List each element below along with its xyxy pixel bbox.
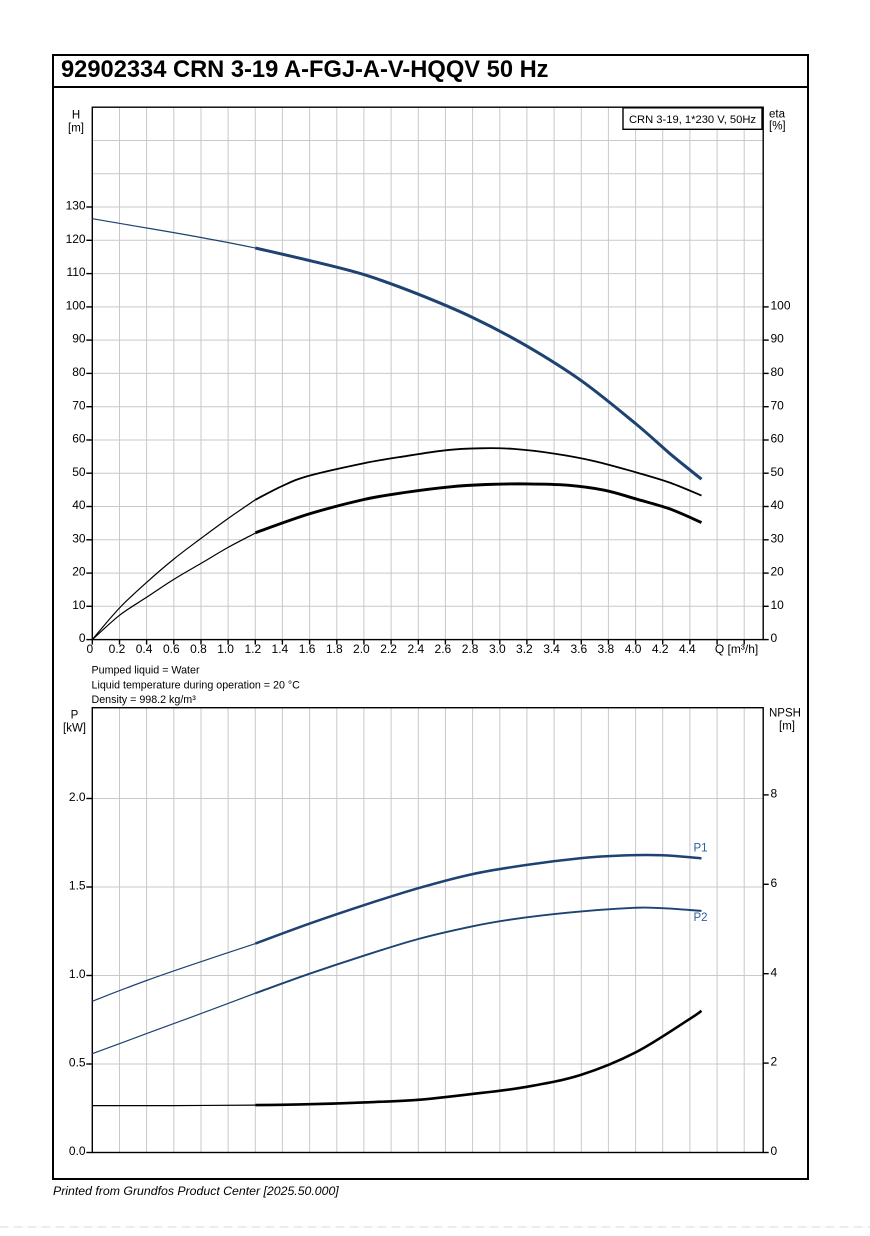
svg-text:Liquid temperature during oper: Liquid temperature during operation = 20… bbox=[92, 679, 301, 691]
svg-text:4: 4 bbox=[771, 965, 778, 979]
svg-text:4.0: 4.0 bbox=[625, 642, 642, 656]
svg-text:2.0: 2.0 bbox=[353, 642, 370, 656]
svg-text:0.6: 0.6 bbox=[163, 642, 180, 656]
svg-text:0.4: 0.4 bbox=[136, 642, 153, 656]
svg-text:[kW]: [kW] bbox=[63, 723, 86, 735]
svg-text:0: 0 bbox=[79, 631, 86, 645]
svg-text:1.0: 1.0 bbox=[217, 642, 234, 656]
svg-text:0.8: 0.8 bbox=[190, 642, 207, 656]
svg-text:6: 6 bbox=[771, 876, 778, 890]
svg-text:60: 60 bbox=[72, 432, 86, 446]
svg-text:P2: P2 bbox=[694, 912, 708, 924]
svg-text:P1: P1 bbox=[694, 842, 708, 854]
svg-text:P: P bbox=[71, 710, 79, 722]
svg-text:110: 110 bbox=[66, 265, 85, 279]
svg-text:70: 70 bbox=[72, 398, 86, 412]
svg-text:0: 0 bbox=[771, 1144, 778, 1158]
svg-text:4.4: 4.4 bbox=[679, 642, 696, 656]
svg-text:50: 50 bbox=[771, 465, 785, 479]
svg-text:1.8: 1.8 bbox=[326, 642, 343, 656]
svg-text:1.0: 1.0 bbox=[69, 967, 86, 981]
svg-text:2.6: 2.6 bbox=[435, 642, 452, 656]
svg-text:80: 80 bbox=[771, 365, 785, 379]
svg-text:2.0: 2.0 bbox=[69, 790, 86, 804]
svg-text:100: 100 bbox=[771, 299, 791, 313]
svg-text:30: 30 bbox=[771, 531, 785, 545]
svg-text:4.2: 4.2 bbox=[652, 642, 669, 656]
svg-text:10: 10 bbox=[72, 598, 86, 612]
svg-text:0.0: 0.0 bbox=[69, 1144, 86, 1158]
svg-text:0.5: 0.5 bbox=[69, 1056, 86, 1070]
svg-text:Density = 998.2 kg/m³: Density = 998.2 kg/m³ bbox=[92, 694, 197, 706]
svg-text:90: 90 bbox=[72, 332, 86, 346]
svg-text:1.2: 1.2 bbox=[244, 642, 261, 656]
svg-text:90: 90 bbox=[771, 332, 785, 346]
svg-text:1.6: 1.6 bbox=[299, 642, 316, 656]
svg-text:80: 80 bbox=[72, 365, 86, 379]
svg-text:[m]: [m] bbox=[779, 721, 795, 733]
svg-text:NPSH: NPSH bbox=[769, 708, 801, 720]
svg-text:10: 10 bbox=[771, 598, 785, 612]
svg-text:70: 70 bbox=[771, 398, 785, 412]
svg-text:3.4: 3.4 bbox=[543, 642, 560, 656]
svg-text:CRN 3-19, 1*230 V, 50Hz: CRN 3-19, 1*230 V, 50Hz bbox=[629, 114, 756, 126]
svg-text:1.4: 1.4 bbox=[272, 642, 289, 656]
svg-text:[m]: [m] bbox=[68, 123, 84, 135]
svg-text:2: 2 bbox=[771, 1055, 778, 1069]
svg-text:Pumped liquid = Water: Pumped liquid = Water bbox=[92, 665, 200, 677]
svg-text:50: 50 bbox=[72, 465, 86, 479]
svg-text:100: 100 bbox=[66, 299, 86, 313]
svg-text:20: 20 bbox=[771, 565, 785, 579]
svg-text:3.6: 3.6 bbox=[570, 642, 587, 656]
svg-text:2.4: 2.4 bbox=[407, 642, 424, 656]
svg-text:1.5: 1.5 bbox=[69, 879, 86, 893]
svg-text:Q [m³/h]: Q [m³/h] bbox=[715, 642, 758, 656]
svg-text:[%]: [%] bbox=[769, 121, 786, 133]
svg-text:H: H bbox=[72, 110, 80, 122]
svg-text:3.8: 3.8 bbox=[598, 642, 615, 656]
svg-text:120: 120 bbox=[66, 232, 86, 246]
svg-text:3.0: 3.0 bbox=[489, 642, 506, 656]
svg-text:60: 60 bbox=[771, 432, 785, 446]
svg-text:30: 30 bbox=[72, 531, 86, 545]
svg-text:8: 8 bbox=[771, 787, 778, 801]
svg-text:0: 0 bbox=[86, 642, 93, 656]
svg-text:40: 40 bbox=[771, 498, 785, 512]
svg-text:40: 40 bbox=[72, 498, 86, 512]
svg-text:3.2: 3.2 bbox=[516, 642, 533, 656]
svg-text:20: 20 bbox=[72, 565, 86, 579]
svg-text:130: 130 bbox=[66, 199, 86, 213]
svg-text:0: 0 bbox=[771, 631, 778, 645]
svg-text:eta: eta bbox=[769, 109, 786, 121]
svg-text:0.2: 0.2 bbox=[109, 642, 126, 656]
svg-text:2.8: 2.8 bbox=[462, 642, 479, 656]
svg-text:2.2: 2.2 bbox=[380, 642, 397, 656]
